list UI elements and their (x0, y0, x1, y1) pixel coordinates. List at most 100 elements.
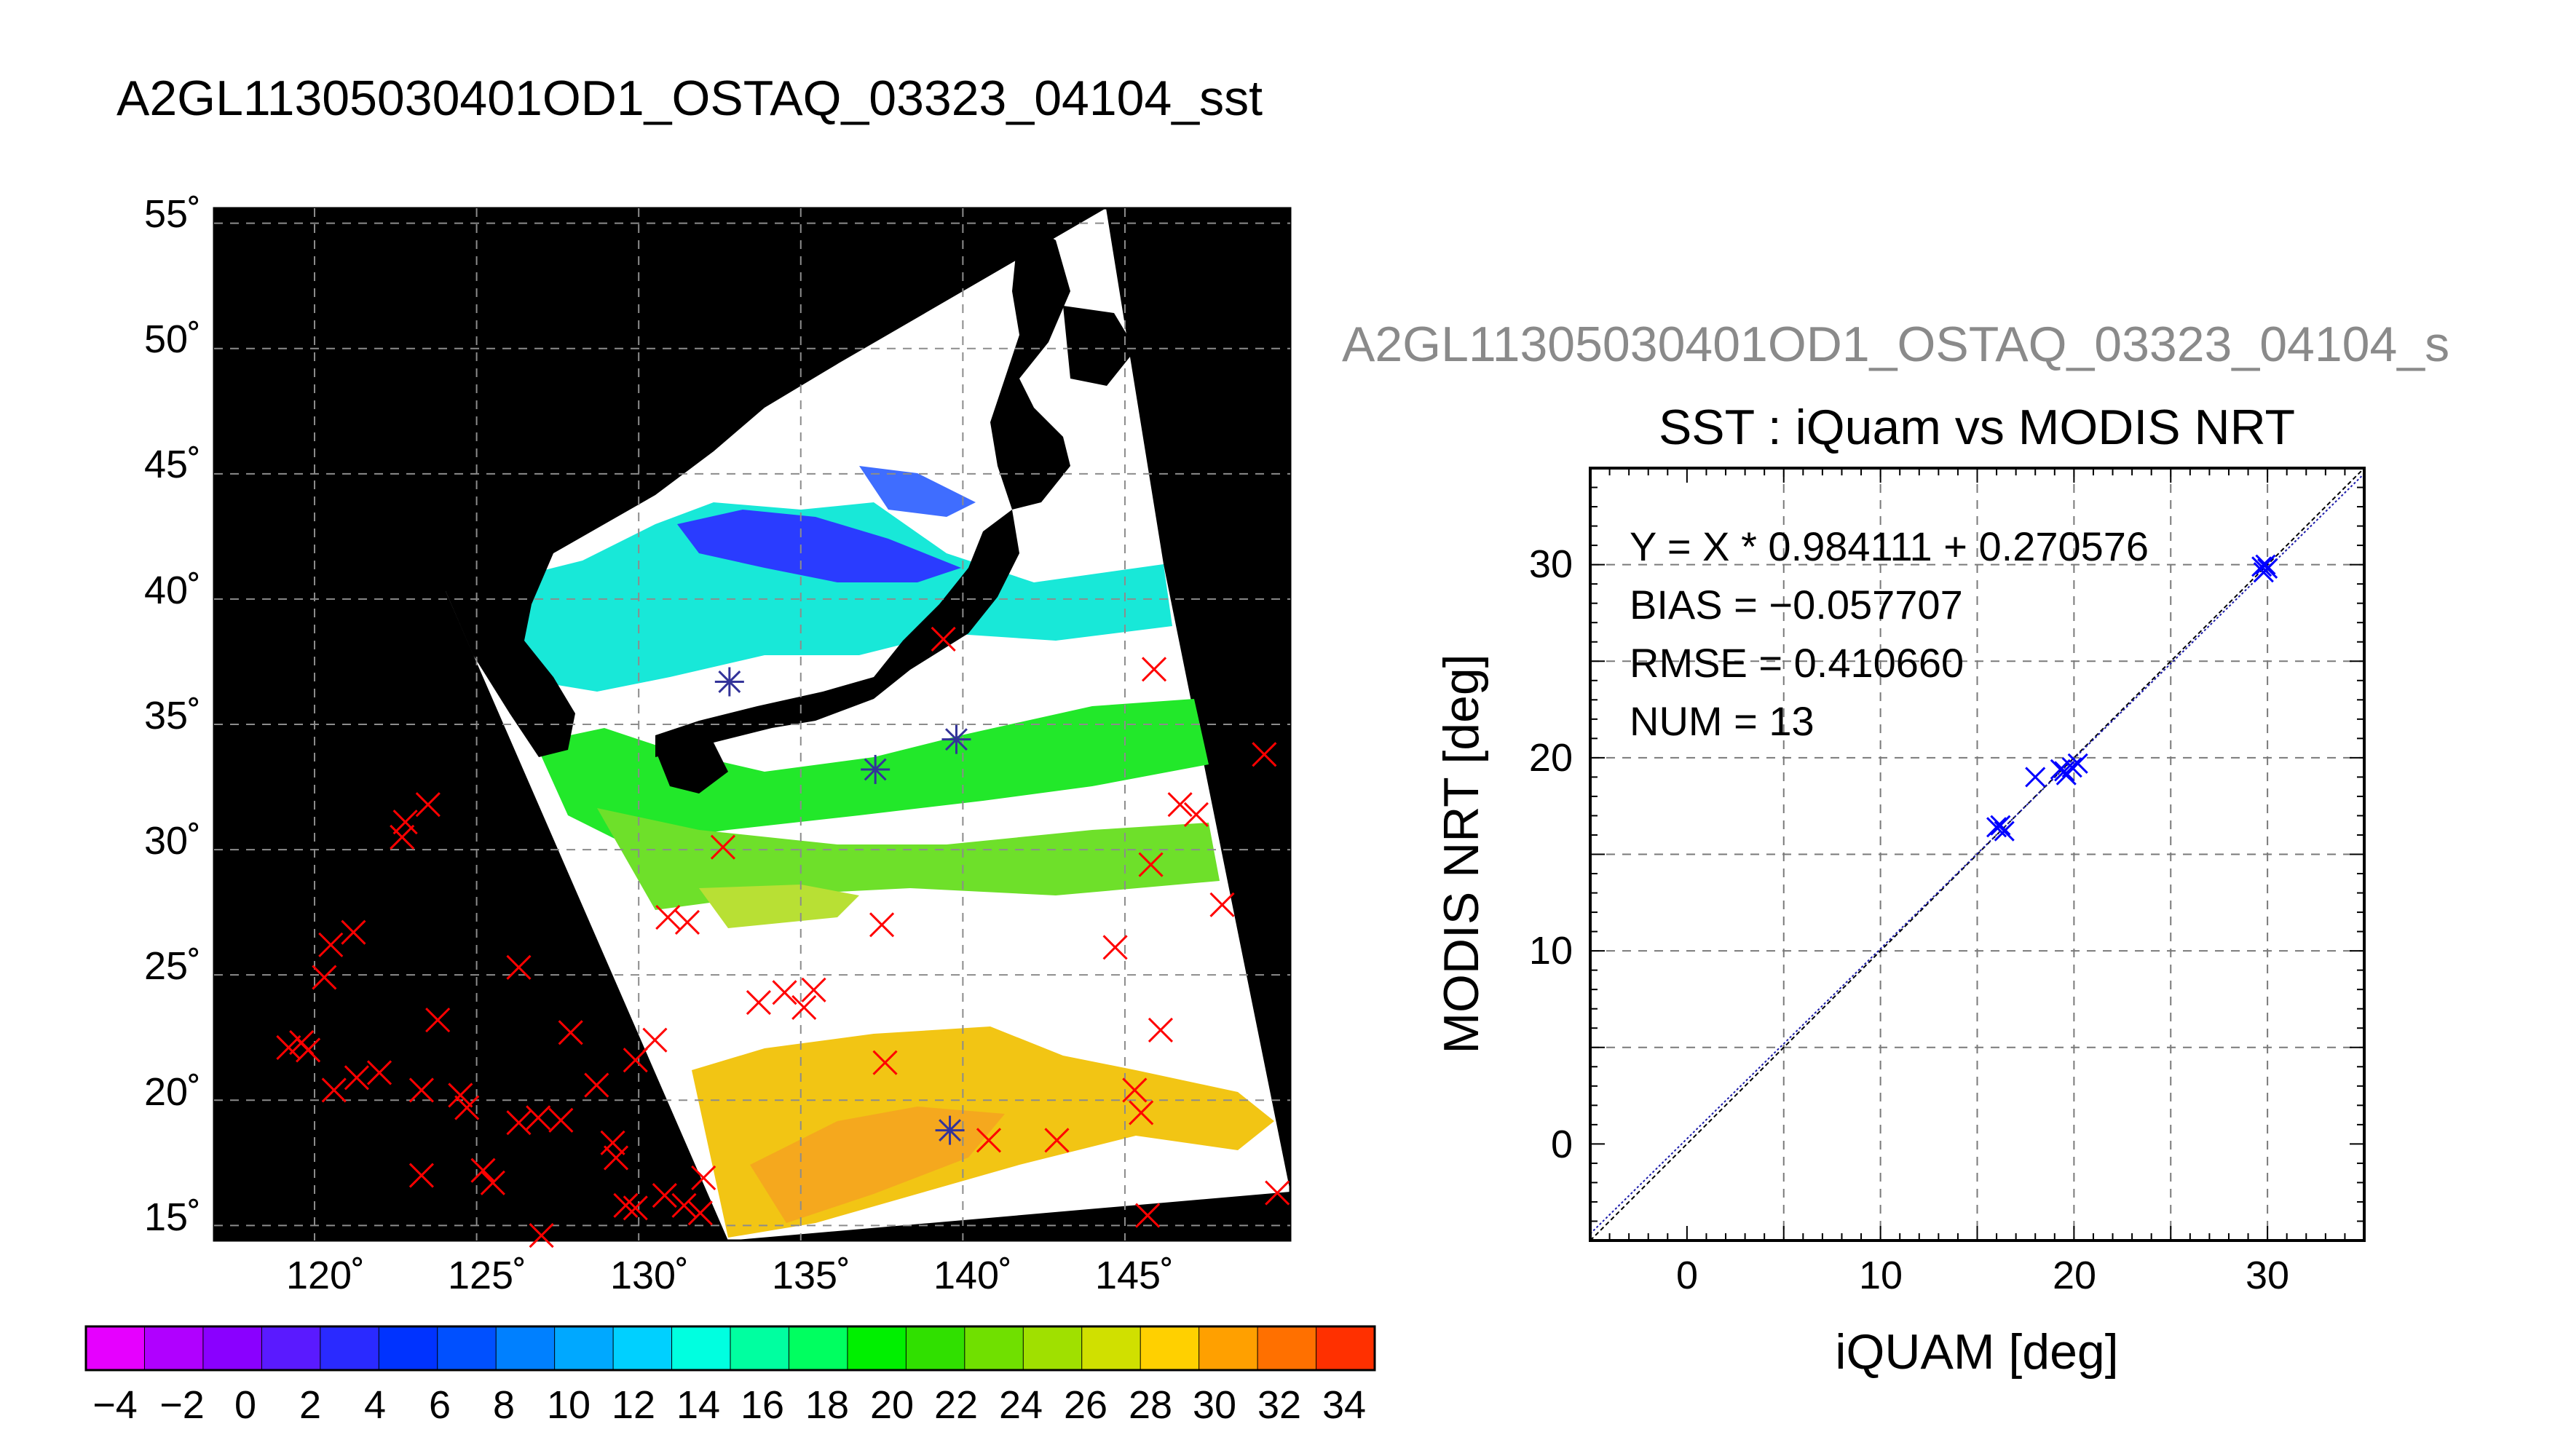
scatter-y-ticklabels: 0 10 20 30 (1529, 542, 1573, 1166)
insitu-marker (1167, 792, 1193, 818)
y-tick-label: 0 (1551, 1123, 1573, 1166)
colorbar-tick-label: 30 (1193, 1383, 1236, 1427)
land-japan-honshu (655, 510, 1019, 757)
insitu-marker (1122, 1077, 1148, 1103)
colorbar-tick-label: 6 (429, 1383, 451, 1427)
scatter-x-ticklabels: 0 10 20 30 (1676, 1254, 2289, 1297)
insitu-marker (526, 1105, 551, 1131)
lat-tick-label: 35˚ (144, 694, 201, 737)
colorbar-swatch (437, 1326, 497, 1370)
insitu-marker (931, 626, 956, 652)
insitu-marker (408, 1077, 434, 1103)
insitu-marker (1129, 1100, 1154, 1125)
colorbar-tick-label: −2 (159, 1383, 205, 1427)
matchup-marker (714, 667, 744, 697)
scatter-point (2257, 558, 2278, 579)
colorbar-tick-label: 34 (1322, 1383, 1366, 1427)
bias-text: BIAS = −0.057707 (1630, 582, 1963, 628)
insitu-marker (746, 989, 771, 1016)
lon-tick-label: 145˚ (1095, 1254, 1174, 1297)
insitu-marker (480, 1170, 505, 1195)
scatter-point (2025, 767, 2046, 788)
scatter-point (1994, 820, 2015, 842)
lat-tick-label: 25˚ (144, 944, 201, 988)
insitu-marker (390, 824, 415, 850)
colorbar-tick-label: 28 (1129, 1383, 1172, 1427)
insitu-marker (1138, 852, 1164, 877)
scatter-point (2054, 761, 2075, 782)
insitu-marker (1135, 1203, 1161, 1228)
insitu-marker (1183, 802, 1209, 827)
insitu-marker (548, 1107, 574, 1133)
matchup-marker (935, 1115, 965, 1145)
sst-map (214, 208, 1290, 1241)
colorbar-swatch (730, 1326, 789, 1370)
scatter-points (1986, 554, 2278, 842)
map-lon-axis: 120˚ 125˚ 130˚ 135˚ 140˚ 145˚ (286, 1254, 1174, 1297)
colorbar-tick-label: 12 (612, 1383, 655, 1427)
colorbar-tick-labels: −4 −2 0 2 4 6 8 10 12 14 16 18 20 22 24 … (92, 1383, 1366, 1427)
matchup-marker (941, 724, 971, 754)
map-lat-axis: 55˚ 50˚ 45˚ 40˚ 35˚ 30˚ 25˚ 20˚ 15˚ (144, 192, 201, 1239)
scatter-title: SST : iQuam vs MODIS NRT (1659, 400, 2295, 455)
colorbar-swatch (320, 1326, 379, 1370)
colorbar-swatch (202, 1326, 262, 1370)
colorbar-swatch (144, 1326, 204, 1370)
insitu-marker (318, 932, 344, 957)
sst-band-green-2 (597, 808, 1220, 910)
x-tick-label: 30 (2246, 1254, 2289, 1297)
insitu-marker (1209, 892, 1235, 917)
insitu-marker (710, 834, 735, 860)
colorbar-tick-label: 22 (934, 1383, 978, 1427)
colorbar-tick-label: 18 (805, 1383, 849, 1427)
lat-tick-label: 15˚ (144, 1195, 201, 1239)
swath-cloud-area (446, 208, 1290, 1241)
insitu-marker (1141, 657, 1167, 682)
insitu-marker (312, 965, 337, 990)
colorbar-tick-label: 4 (364, 1383, 386, 1427)
insitu-marker (558, 1020, 583, 1045)
scatter-point (2255, 554, 2276, 575)
insitu-marker (470, 1158, 496, 1183)
lon-tick-label: 135˚ (772, 1254, 850, 1297)
lon-tick-label: 120˚ (286, 1254, 365, 1297)
colorbar-tick-label: 24 (999, 1383, 1043, 1427)
lon-tick-label: 125˚ (448, 1254, 526, 1297)
lat-tick-label: 50˚ (144, 317, 201, 361)
lat-tick-label: 20˚ (144, 1070, 201, 1114)
sst-band-lightblue (859, 466, 976, 517)
colorbar-swatch (1023, 1326, 1083, 1370)
y-tick-label: 20 (1529, 736, 1573, 780)
colorbar-tick-label: 14 (676, 1383, 720, 1427)
insitu-marker (652, 1182, 677, 1208)
insitu-marker (344, 1065, 369, 1091)
scatter-ticks (1590, 467, 2365, 1241)
insitu-marker (976, 1128, 1002, 1153)
sst-band-blue (677, 510, 961, 582)
land-kyushu-shikoku (655, 743, 728, 794)
colorbar-frame (84, 1325, 1376, 1372)
insitu-marker (506, 1110, 532, 1136)
insitu-marker (1252, 742, 1277, 767)
insitu-marker (642, 1027, 668, 1053)
scatter-point (2067, 753, 2088, 774)
insitu-marker (506, 954, 532, 980)
x-tick-label: 10 (1859, 1254, 1903, 1297)
insitu-marker (415, 792, 441, 818)
insitu-marker (671, 1192, 697, 1218)
map-markers (276, 626, 1290, 1249)
fit-line (1590, 472, 2364, 1235)
insitu-marker (296, 1037, 321, 1063)
colorbar-swatch (964, 1326, 1024, 1370)
lat-tick-label: 40˚ (144, 569, 201, 612)
insitu-marker (791, 994, 817, 1020)
colorbar-swatch (613, 1326, 673, 1370)
insitu-marker (603, 1145, 629, 1171)
insitu-marker (408, 1163, 434, 1188)
scatter-point (2251, 556, 2272, 577)
num-text: NUM = 13 (1630, 698, 1814, 744)
insitu-marker (1148, 1017, 1173, 1042)
insitu-marker (623, 1195, 648, 1221)
y-tick-label: 10 (1529, 929, 1573, 973)
